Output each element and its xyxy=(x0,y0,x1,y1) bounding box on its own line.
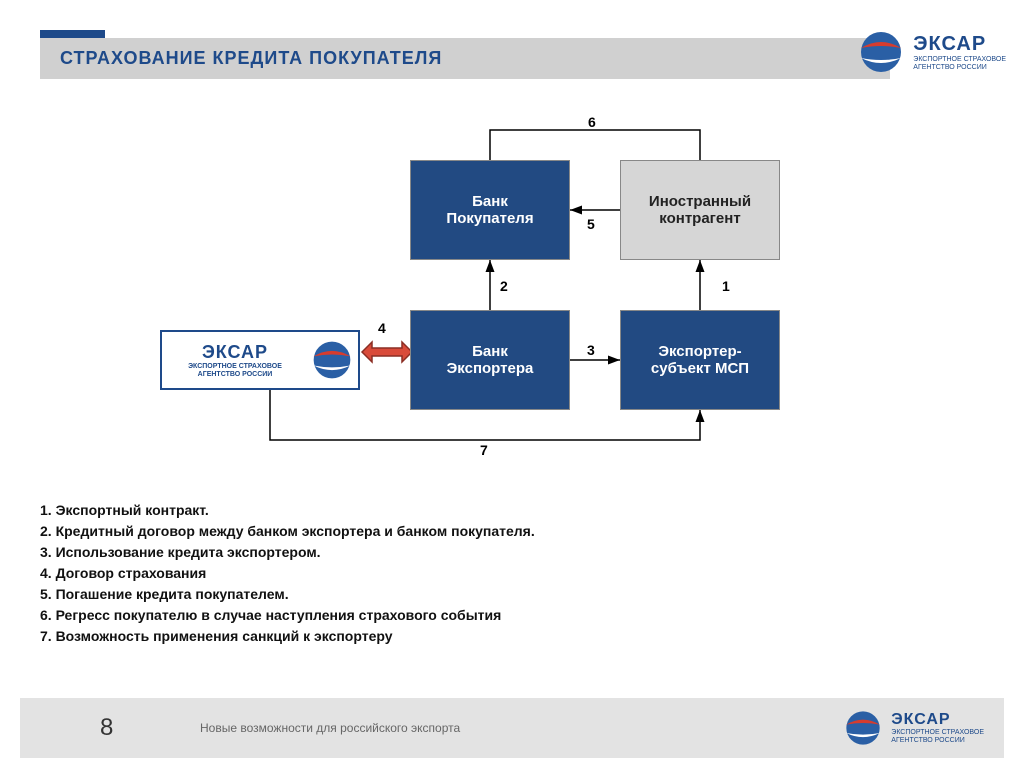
legend-item: 1. Экспортный контракт. xyxy=(40,500,535,521)
edge-label-1: 1 xyxy=(722,278,730,294)
brand-tagline1: ЭКСПОРТНОЕ СТРАХОВОЕ xyxy=(891,729,984,737)
edge-label-2: 2 xyxy=(500,278,508,294)
node-exciar-tag2: АГЕНТСТВО РОССИИ xyxy=(166,371,304,379)
sphere-icon xyxy=(843,708,883,748)
edge-label-4: 4 xyxy=(378,320,386,336)
edge-label-6: 6 xyxy=(588,114,596,130)
legend: 1. Экспортный контракт. 2. Кредитный дог… xyxy=(40,500,535,647)
brand-logo-footer: ЭКСАР ЭКСПОРТНОЕ СТРАХОВОЕ АГЕНТСТВО РОС… xyxy=(843,708,984,748)
page-number: 8 xyxy=(100,714,200,742)
brand-tagline1: ЭКСПОРТНОЕ СТРАХОВОЕ xyxy=(913,56,1006,64)
node-exciar-name: ЭКСАР xyxy=(166,342,304,363)
brand-logo-top: ЭКСАР ЭКСПОРТНОЕ СТРАХОВОЕ АГЕНТСТВО РОС… xyxy=(857,28,1006,76)
legend-item: 7. Возможность применения санкций к эксп… xyxy=(40,626,535,647)
brand-name: ЭКСАР xyxy=(891,711,984,729)
node-exporter: Экспортер- субъект МСП xyxy=(620,310,780,410)
brand-tagline2: АГЕНТСТВО РОССИИ xyxy=(913,64,1006,72)
node-label: Экспортер- субъект МСП xyxy=(651,343,749,377)
header-accent xyxy=(40,30,105,38)
node-exciar: ЭКСАР ЭКСПОРТНОЕ СТРАХОВОЕ АГЕНТСТВО РОС… xyxy=(160,330,360,390)
edge-label-7: 7 xyxy=(480,442,488,458)
legend-item: 6. Регресс покупателю в случае наступлен… xyxy=(40,605,535,626)
node-bank-exporter: Банк Экспортера xyxy=(410,310,570,410)
legend-item: 3. Использование кредита экспортером. xyxy=(40,542,535,563)
legend-item: 2. Кредитный договор между банком экспор… xyxy=(40,521,535,542)
edge-label-3: 3 xyxy=(587,342,595,358)
node-exciar-tag1: ЭКСПОРТНОЕ СТРАХОВОЕ xyxy=(166,363,304,371)
node-label: Иностранный контрагент xyxy=(649,193,751,227)
node-label: Банк Покупателя xyxy=(446,193,533,227)
legend-item: 4. Договор страхования xyxy=(40,563,535,584)
legend-item: 5. Погашение кредита покупателем. xyxy=(40,584,535,605)
node-label: Банк Экспортера xyxy=(447,343,534,377)
sphere-icon xyxy=(310,338,354,382)
footer-caption: Новые возможности для российского экспор… xyxy=(200,721,460,735)
sphere-icon xyxy=(857,28,905,76)
brand-name: ЭКСАР xyxy=(913,33,1006,56)
edge-label-5: 5 xyxy=(587,216,595,232)
footer: 8 Новые возможности для российского эксп… xyxy=(20,698,1004,758)
flow-diagram: Банк Покупателя Иностранный контрагент Э… xyxy=(150,120,850,460)
header: СТРАХОВАНИЕ КРЕДИТА ПОКУПАТЕЛЯ xyxy=(40,30,890,79)
brand-tagline2: АГЕНТСТВО РОССИИ xyxy=(891,737,984,745)
node-bank-buyer: Банк Покупателя xyxy=(410,160,570,260)
page-title: СТРАХОВАНИЕ КРЕДИТА ПОКУПАТЕЛЯ xyxy=(40,38,890,79)
node-foreign: Иностранный контрагент xyxy=(620,160,780,260)
